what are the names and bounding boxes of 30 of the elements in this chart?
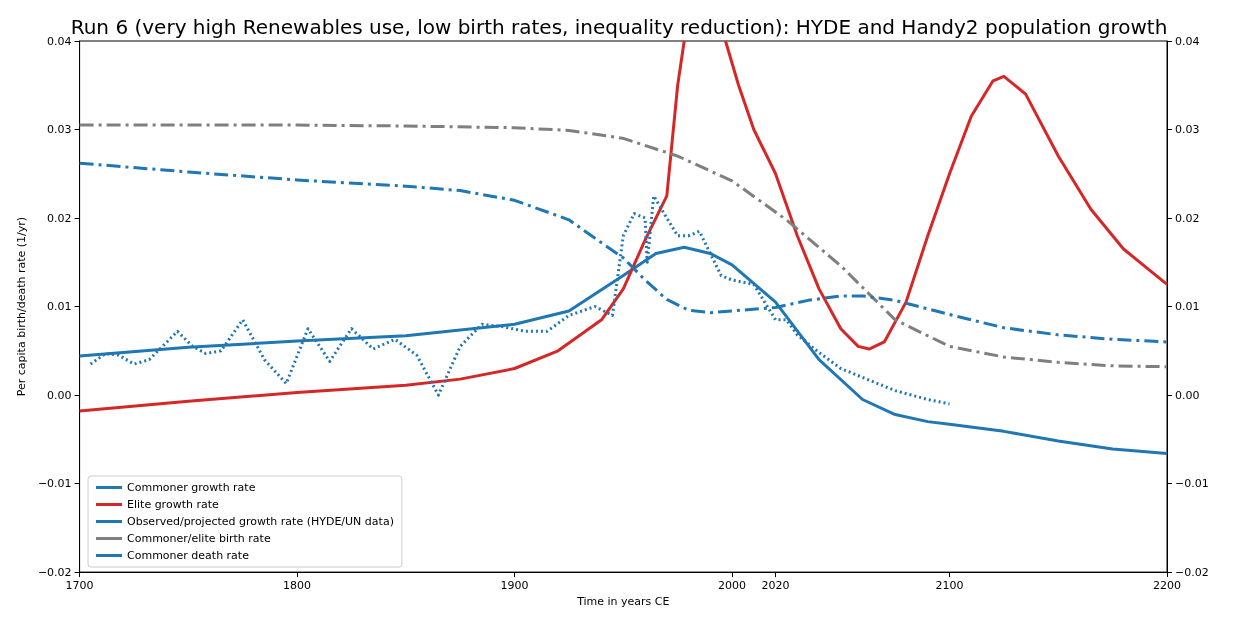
y2-tick-label: 0.00 (1175, 388, 1200, 402)
x-tick-label: 1900 (500, 579, 529, 593)
y-tick-label: −0.01 (37, 477, 72, 491)
x-tick-label: 1700 (65, 579, 94, 593)
y-axis-title: Per capita birth/death rate (1/yr) (15, 216, 28, 397)
x-tick-label: 2200 (1153, 579, 1181, 593)
x-tick-label: 2100 (935, 579, 964, 593)
y-tick-label: 0.04 (47, 34, 72, 48)
x-tick-label: 1800 (283, 579, 312, 593)
y2-tick-label: 0.01 (1175, 300, 1200, 314)
x-axis-title: Time in years CE (576, 595, 670, 608)
legend-label: Commoner growth rate (127, 481, 256, 494)
legend-label: Commoner/elite birth rate (127, 532, 271, 545)
x-tick-label: 2020 (761, 579, 790, 593)
chart-title: Run 6 (very high Renewables use, low birth rates, inequality reduction): HYDE and Handy2 population growth (70, 15, 1168, 39)
y2-tick-label: −0.01 (1175, 477, 1209, 491)
legend-label: Elite growth rate (127, 498, 219, 511)
y-tick-label: 0.00 (47, 388, 72, 402)
legend-label: Commoner death rate (127, 549, 250, 562)
y-tick-label: −0.02 (37, 565, 72, 579)
x-tick-label: 2000 (718, 579, 747, 593)
y2-tick-label: −0.02 (1175, 565, 1209, 579)
y2-tick-label: 0.02 (1175, 211, 1200, 225)
y-tick-label: 0.02 (47, 211, 72, 225)
y-tick-label: 0.01 (47, 300, 72, 314)
y-tick-label: 0.03 (47, 123, 72, 137)
line-series (78, 123, 1169, 369)
y2-tick-label: 0.04 (1175, 34, 1200, 48)
y2-tick-label: 0.03 (1175, 123, 1200, 137)
legend-label: Observed/projected growth rate (HYDE/UN data) (127, 515, 394, 528)
